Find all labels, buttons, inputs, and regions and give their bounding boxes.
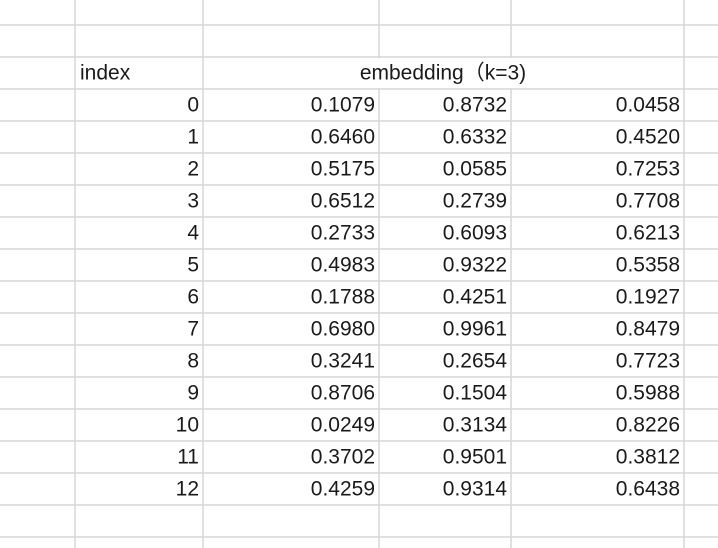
embedding-cell: 0.9314 xyxy=(443,478,508,501)
embedding-cell: 0.3241 xyxy=(311,350,375,373)
embedding-cell: 0.7253 xyxy=(616,158,680,181)
embedding-cell: 0.9961 xyxy=(443,318,507,341)
index-cell: 0 xyxy=(187,94,199,117)
embedding-cell: 0.0249 xyxy=(311,414,375,437)
embedding-cell: 0.1079 xyxy=(311,94,375,117)
embedding-cell: 0.7708 xyxy=(616,190,680,213)
merged-cell xyxy=(509,58,513,88)
embedding-cell: 0.8706 xyxy=(311,382,375,405)
embedding-cell: 0.7723 xyxy=(616,350,680,373)
embedding-cell: 0.8479 xyxy=(616,318,680,341)
index-header: index xyxy=(80,62,131,85)
index-cell: 4 xyxy=(187,222,199,245)
index-cell: 12 xyxy=(176,478,199,501)
embedding-cell: 0.2739 xyxy=(443,190,507,213)
index-cell: 2 xyxy=(187,158,199,181)
embedding-cell: 0.1927 xyxy=(616,286,680,309)
embedding-cell: 0.8732 xyxy=(443,94,507,117)
index-cell: 1 xyxy=(187,126,199,149)
index-cell: 8 xyxy=(187,350,199,373)
index-cell: 9 xyxy=(187,382,199,405)
index-cell: 11 xyxy=(177,446,199,469)
embedding-cell: 0.0458 xyxy=(616,94,680,117)
embedding-cell: 0.2733 xyxy=(311,222,375,245)
embedding-cell: 0.4520 xyxy=(616,126,680,149)
embedding-cell: 0.5358 xyxy=(616,254,680,277)
embedding-cell: 0.6093 xyxy=(443,222,507,245)
embedding-header: embedding（k=3) xyxy=(360,62,526,85)
embedding-cell: 0.6512 xyxy=(311,190,375,213)
index-cell: 10 xyxy=(176,414,199,437)
embedding-cell: 0.9322 xyxy=(443,254,507,277)
embedding-cell: 0.4251 xyxy=(443,286,507,309)
embedding-cell: 0.6438 xyxy=(616,478,680,501)
embedding-cell: 0.4983 xyxy=(311,254,375,277)
embedding-cell: 0.0585 xyxy=(443,158,507,181)
index-cell: 3 xyxy=(187,190,199,213)
index-cell: 6 xyxy=(187,286,199,309)
embedding-cell: 0.1504 xyxy=(443,382,508,405)
embedding-cell: 0.6332 xyxy=(443,126,507,149)
embedding-cell: 0.3702 xyxy=(311,446,375,469)
embedding-cell: 0.6460 xyxy=(311,126,375,149)
embedding-cell: 0.4259 xyxy=(311,478,375,501)
embedding-cell: 0.6213 xyxy=(616,222,680,245)
index-cell: 5 xyxy=(187,254,199,277)
embedding-cell: 0.3812 xyxy=(616,446,680,469)
embedding-cell: 0.3134 xyxy=(443,414,508,437)
embedding-cell: 0.5175 xyxy=(311,158,375,181)
merged-cell xyxy=(377,58,381,88)
embedding-cell: 0.6980 xyxy=(311,318,375,341)
embedding-cell: 0.2654 xyxy=(443,350,508,373)
embedding-cell: 0.1788 xyxy=(311,286,375,309)
index-cell: 7 xyxy=(187,318,199,341)
embedding-cell: 0.8226 xyxy=(616,414,680,437)
embedding-cell: 0.9501 xyxy=(443,446,507,469)
embedding-cell: 0.5988 xyxy=(616,382,680,405)
